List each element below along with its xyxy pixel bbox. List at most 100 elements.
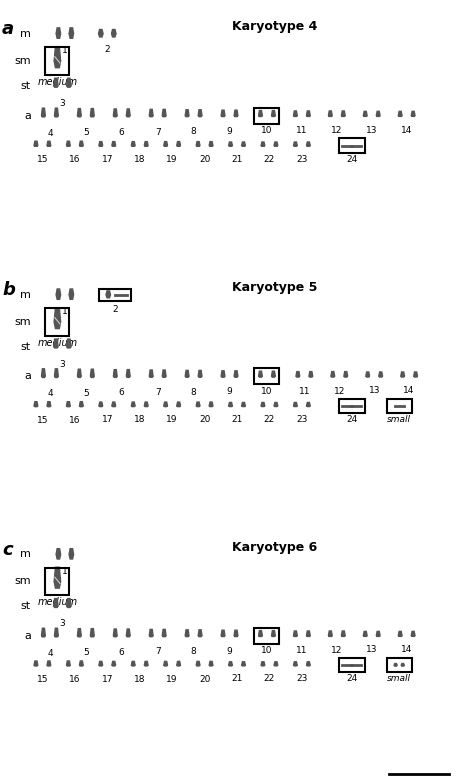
- Polygon shape: [112, 402, 116, 406]
- Polygon shape: [126, 115, 130, 117]
- Text: c: c: [2, 541, 13, 558]
- Polygon shape: [162, 109, 166, 115]
- Polygon shape: [113, 109, 117, 115]
- Polygon shape: [69, 28, 73, 34]
- Bar: [255, 628, 279, 644]
- Text: sm: sm: [14, 56, 31, 66]
- Polygon shape: [54, 86, 58, 87]
- Polygon shape: [144, 142, 148, 146]
- Polygon shape: [328, 111, 332, 115]
- Polygon shape: [209, 402, 213, 406]
- Polygon shape: [401, 664, 404, 665]
- Text: 6: 6: [119, 388, 125, 398]
- Text: st: st: [21, 81, 31, 90]
- Bar: [339, 399, 365, 413]
- Polygon shape: [185, 115, 189, 117]
- Text: 7: 7: [155, 128, 161, 136]
- Polygon shape: [67, 598, 71, 606]
- Text: 15: 15: [36, 416, 48, 425]
- Text: 6: 6: [119, 128, 125, 137]
- Polygon shape: [394, 664, 397, 665]
- Polygon shape: [42, 376, 46, 378]
- Polygon shape: [99, 142, 103, 146]
- Polygon shape: [77, 115, 81, 117]
- Polygon shape: [411, 112, 415, 115]
- Polygon shape: [91, 376, 94, 378]
- Text: sm: sm: [14, 317, 31, 327]
- Text: 16: 16: [69, 155, 81, 165]
- Text: 12: 12: [334, 387, 345, 395]
- Text: 11: 11: [299, 387, 310, 395]
- Polygon shape: [401, 372, 404, 376]
- Polygon shape: [328, 631, 332, 636]
- Polygon shape: [363, 631, 367, 636]
- Bar: [387, 658, 411, 672]
- Bar: [339, 138, 365, 153]
- Text: 15: 15: [36, 675, 48, 684]
- Polygon shape: [112, 142, 116, 146]
- Polygon shape: [258, 115, 262, 116]
- Polygon shape: [242, 402, 246, 406]
- Text: 11: 11: [296, 126, 308, 135]
- Polygon shape: [54, 322, 61, 328]
- Polygon shape: [394, 665, 397, 666]
- Polygon shape: [149, 376, 153, 378]
- Text: 23: 23: [296, 674, 308, 683]
- Text: 9: 9: [227, 388, 232, 396]
- Text: 4: 4: [47, 389, 53, 399]
- Polygon shape: [221, 370, 225, 376]
- Polygon shape: [185, 370, 189, 376]
- Polygon shape: [80, 141, 83, 146]
- Text: 20: 20: [199, 416, 210, 424]
- Polygon shape: [274, 402, 278, 406]
- Polygon shape: [164, 402, 168, 406]
- Text: 8: 8: [191, 647, 196, 656]
- Polygon shape: [80, 402, 83, 406]
- Polygon shape: [55, 108, 58, 115]
- Text: 1: 1: [62, 307, 68, 317]
- Polygon shape: [306, 631, 310, 636]
- Polygon shape: [162, 629, 166, 636]
- Polygon shape: [69, 34, 73, 38]
- Polygon shape: [228, 661, 232, 665]
- Text: 18: 18: [134, 675, 146, 684]
- Text: 1: 1: [62, 567, 68, 576]
- Polygon shape: [341, 111, 345, 115]
- Polygon shape: [54, 78, 58, 86]
- Polygon shape: [242, 142, 246, 146]
- Polygon shape: [306, 111, 310, 115]
- Bar: [339, 658, 365, 672]
- Polygon shape: [293, 142, 297, 146]
- Text: 13: 13: [368, 386, 380, 395]
- Text: 15: 15: [36, 155, 48, 165]
- Text: 17: 17: [101, 155, 113, 164]
- Polygon shape: [411, 631, 415, 636]
- Polygon shape: [293, 111, 297, 115]
- Text: Karyotype 6: Karyotype 6: [232, 541, 318, 554]
- Polygon shape: [376, 112, 380, 115]
- Polygon shape: [162, 115, 166, 117]
- Polygon shape: [55, 628, 58, 636]
- Polygon shape: [198, 370, 202, 376]
- Text: 13: 13: [366, 126, 377, 135]
- Polygon shape: [272, 111, 275, 115]
- Polygon shape: [177, 142, 181, 146]
- Polygon shape: [56, 289, 61, 295]
- Polygon shape: [34, 661, 38, 665]
- Polygon shape: [54, 567, 61, 581]
- Polygon shape: [309, 371, 313, 376]
- Text: m: m: [20, 549, 31, 559]
- Text: 18: 18: [134, 155, 146, 164]
- Polygon shape: [164, 142, 168, 146]
- Polygon shape: [54, 606, 58, 608]
- Polygon shape: [149, 370, 153, 376]
- Text: b: b: [2, 281, 15, 299]
- Polygon shape: [272, 115, 275, 116]
- Polygon shape: [149, 629, 153, 636]
- Text: 21: 21: [231, 415, 243, 424]
- Polygon shape: [221, 376, 225, 378]
- Polygon shape: [113, 376, 117, 378]
- Polygon shape: [99, 402, 103, 406]
- Polygon shape: [91, 629, 94, 636]
- Polygon shape: [366, 372, 370, 376]
